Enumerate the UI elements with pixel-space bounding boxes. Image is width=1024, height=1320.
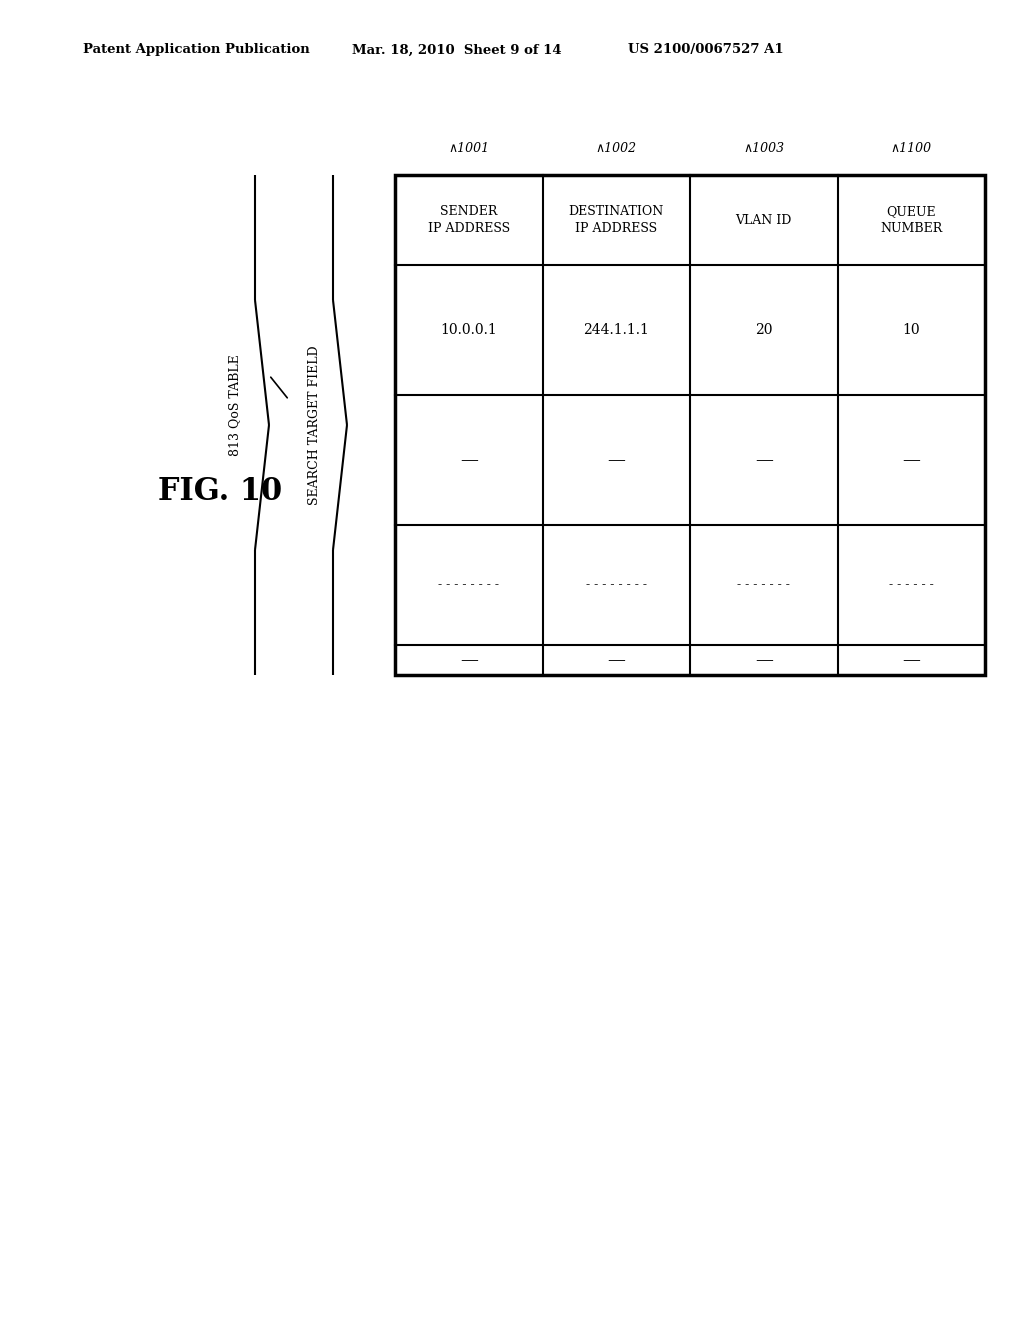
Text: —: — (460, 451, 477, 469)
Text: —: — (607, 651, 626, 669)
Text: - - - - - - -: - - - - - - - (737, 578, 791, 591)
Text: —: — (460, 651, 477, 669)
Text: FIG. 10: FIG. 10 (158, 477, 283, 507)
Text: SEARCH TARGET FIELD: SEARCH TARGET FIELD (308, 346, 322, 504)
Text: Mar. 18, 2010  Sheet 9 of 14: Mar. 18, 2010 Sheet 9 of 14 (352, 44, 561, 57)
Text: ∧1001: ∧1001 (449, 143, 489, 154)
Text: Patent Application Publication: Patent Application Publication (83, 44, 309, 57)
Text: SENDER
IP ADDRESS: SENDER IP ADDRESS (428, 205, 510, 235)
Text: —: — (902, 651, 921, 669)
Text: ∧1002: ∧1002 (596, 143, 637, 154)
Text: VLAN ID: VLAN ID (735, 214, 792, 227)
Bar (395, 176, 985, 675)
Text: - - - - - - - -: - - - - - - - - (438, 578, 500, 591)
Text: ∧1100: ∧1100 (891, 143, 932, 154)
Text: QUEUE
NUMBER: QUEUE NUMBER (880, 205, 942, 235)
Text: 813 QoS TABLE: 813 QoS TABLE (228, 354, 242, 455)
Text: ∧1003: ∧1003 (743, 143, 784, 154)
Text: 244.1.1.1: 244.1.1.1 (584, 323, 649, 337)
Text: - - - - - -: - - - - - - (889, 578, 934, 591)
Text: —: — (755, 451, 773, 469)
Text: 10: 10 (902, 323, 920, 337)
Text: —: — (755, 651, 773, 669)
Text: US 2100/0067527 A1: US 2100/0067527 A1 (628, 44, 783, 57)
Text: —: — (607, 451, 626, 469)
Text: 10.0.0.1: 10.0.0.1 (440, 323, 497, 337)
Text: - - - - - - - -: - - - - - - - - (586, 578, 647, 591)
Text: 20: 20 (755, 323, 772, 337)
Text: —: — (902, 451, 921, 469)
Text: DESTINATION
IP ADDRESS: DESTINATION IP ADDRESS (568, 205, 664, 235)
